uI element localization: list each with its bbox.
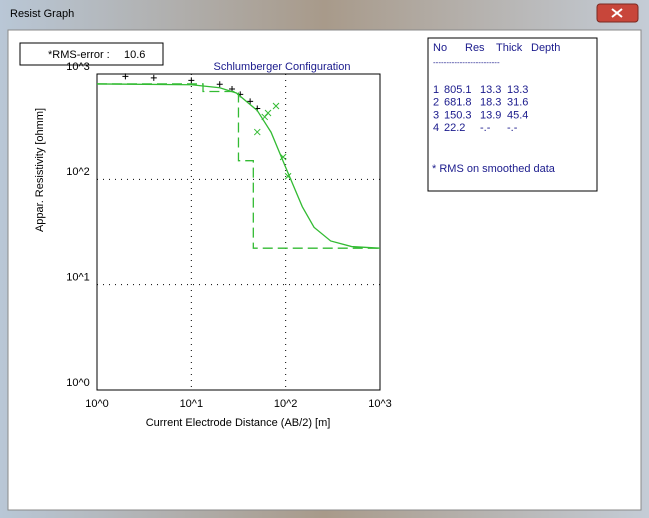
close-button[interactable] xyxy=(596,3,639,23)
data-point xyxy=(247,98,254,105)
x-tick-label: 10^1 xyxy=(180,398,204,410)
table-cell: 1 xyxy=(433,84,439,96)
rms-label: *RMS-error : xyxy=(48,49,110,61)
y-tick-label: 10^3 xyxy=(66,61,90,73)
data-point xyxy=(272,102,280,110)
table-header: Thick xyxy=(496,42,523,54)
y-axis-label: Appar. Resistivity [ohmm] xyxy=(34,108,46,232)
table-cell: 3 xyxy=(433,109,439,121)
data-point xyxy=(122,73,129,80)
table-cell: -.- xyxy=(480,122,491,134)
table-cell: 4 xyxy=(433,122,439,134)
table-cell: 150.3 xyxy=(444,109,472,121)
layer-table xyxy=(427,37,598,192)
data-point xyxy=(188,77,195,84)
table-cell: 805.1 xyxy=(444,84,472,96)
table-cell: 13.3 xyxy=(480,84,501,96)
chart-title: Schlumberger Configuration xyxy=(214,61,351,73)
y-tick-label: 10^2 xyxy=(66,166,90,178)
window-title: Resist Graph xyxy=(10,8,74,20)
y-tick-label: 10^1 xyxy=(66,272,90,284)
rms-value: 10.6 xyxy=(124,49,145,61)
table-separator: ------------------------- xyxy=(433,58,500,67)
x-axis-label: Current Electrode Distance (AB/2) [m] xyxy=(146,417,331,429)
table-cell: 13.3 xyxy=(507,84,528,96)
x-tick-label: 10^0 xyxy=(85,398,109,410)
table-note: * RMS on smoothed data xyxy=(432,163,556,175)
table-cell: 681.8 xyxy=(444,97,472,109)
table-cell: 13.9 xyxy=(480,109,501,121)
table-cell: 45.4 xyxy=(507,109,528,121)
data-point xyxy=(216,81,223,88)
y-tick-label: 10^0 xyxy=(66,377,90,389)
series-line xyxy=(97,83,380,249)
table-cell: -.- xyxy=(507,122,518,134)
table-cell: 22.2 xyxy=(444,122,465,134)
rms-box xyxy=(19,42,164,66)
table-cell: 31.6 xyxy=(507,97,528,109)
data-point xyxy=(150,74,157,81)
x-tick-label: 10^3 xyxy=(368,398,392,410)
plot-frame xyxy=(96,73,381,391)
table-cell: 18.3 xyxy=(480,97,501,109)
data-point xyxy=(253,128,261,136)
series-line xyxy=(96,83,381,249)
data-point xyxy=(264,109,272,117)
table-cell: 2 xyxy=(433,97,439,109)
table-header: Res xyxy=(465,42,485,54)
table-header: Depth xyxy=(531,42,560,54)
table-header: No xyxy=(433,42,447,54)
x-tick-label: 10^2 xyxy=(274,398,298,410)
